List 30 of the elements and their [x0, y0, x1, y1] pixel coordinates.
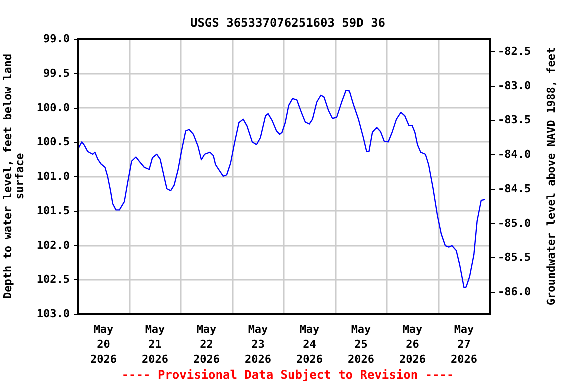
- x-tick-label: May 24 2026: [296, 323, 324, 366]
- y-tick-label: 100.0: [36, 101, 70, 114]
- x-tick-label: May 27 2026: [451, 323, 478, 366]
- y2-tick-label: -86.0: [498, 286, 532, 298]
- x-tick-label: May 23 2026: [245, 323, 272, 366]
- y2-tick-label: -84.0: [498, 148, 532, 161]
- chart-title: USGS 365337076251603 59D 36: [190, 16, 386, 30]
- y-tick-label: 99.5: [44, 66, 70, 80]
- y-tick-label: 101.0: [36, 170, 70, 183]
- x-tick-label: May 25 2026: [348, 323, 375, 366]
- x-tick-label: May 20 2026: [90, 323, 118, 366]
- y2-tick-label: -83.0: [498, 79, 532, 92]
- y2-tick-label: -82.5: [498, 44, 532, 58]
- y-tick-label: 103.0: [36, 308, 70, 320]
- y2-tick-label: -83.5: [498, 114, 532, 127]
- y2-tick-label: -85.0: [498, 216, 532, 230]
- y-tick-label: 100.5: [36, 136, 70, 149]
- line-series: [77, 90, 486, 288]
- y-tick-label: 101.5: [36, 204, 70, 218]
- x-tick-label: May 22 2026: [194, 323, 220, 366]
- y-axis-title: Depth to water level, feet below land surface: [1, 54, 26, 300]
- text: ---- Provisional Data Subject to Revision ----: [122, 368, 454, 382]
- y-tick-label: 102.0: [36, 238, 70, 252]
- x-tick-label: May 26 2026: [400, 323, 426, 366]
- y2-tick-label: -84.5: [498, 182, 532, 196]
- y2-tick-label: -85.5: [498, 251, 532, 264]
- y2-axis-title: Groundwater level above NAVD 1988, feet: [545, 47, 558, 306]
- y-tick-label: 99.0: [44, 32, 70, 46]
- y-tick-label: 102.5: [36, 273, 70, 286]
- x-tick-label: May 21 2026: [142, 323, 169, 366]
